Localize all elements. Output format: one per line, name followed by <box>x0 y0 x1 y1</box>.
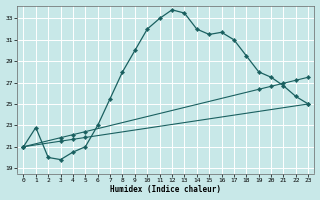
X-axis label: Humidex (Indice chaleur): Humidex (Indice chaleur) <box>110 185 221 194</box>
